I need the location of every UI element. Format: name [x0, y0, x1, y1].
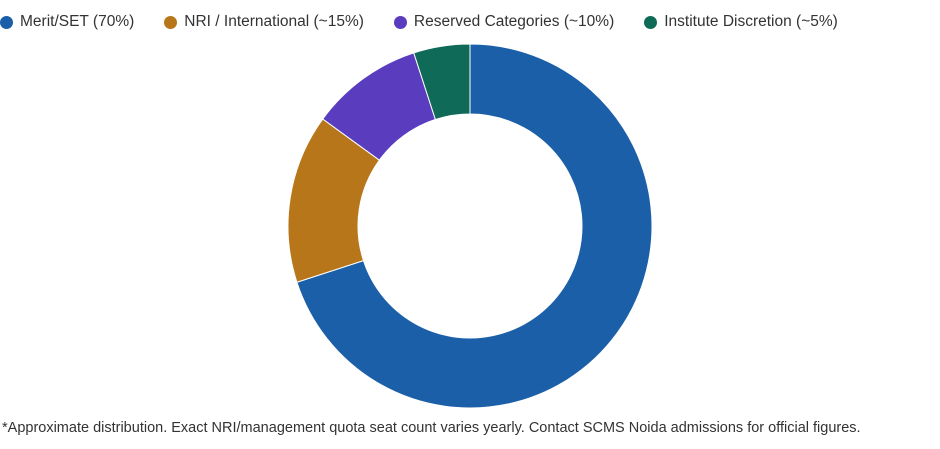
legend-swatch-discretion — [644, 15, 658, 29]
legend-item-nri[interactable]: NRI / International (~15%) — [164, 13, 364, 31]
legend-item-reserved[interactable]: Reserved Categories (~10%) — [393, 13, 615, 31]
legend-label-reserved: Reserved Categories (~10%) — [413, 13, 615, 30]
legend-item-discretion[interactable]: Institute Discretion (~5%) — [644, 13, 838, 31]
chart-legend: Merit/SET (70%) NRI / International (~15… — [0, 10, 868, 34]
legend-swatch-reserved — [393, 15, 407, 29]
legend-label-merit: Merit/SET (70%) — [20, 13, 135, 30]
chart-footnote: *Approximate distribution. Exact NRI/man… — [2, 420, 861, 436]
legend-label-nri: NRI / International (~15%) — [184, 13, 364, 30]
legend-swatch-merit — [0, 15, 13, 29]
donut-slice-merit[interactable] — [296, 43, 653, 409]
legend-item-merit[interactable]: Merit/SET (70%) — [0, 13, 134, 31]
legend-label-discretion: Institute Discretion (~5%) — [664, 13, 838, 30]
legend-swatch-nri — [164, 15, 178, 29]
donut-slice-discretion[interactable] — [413, 43, 471, 121]
